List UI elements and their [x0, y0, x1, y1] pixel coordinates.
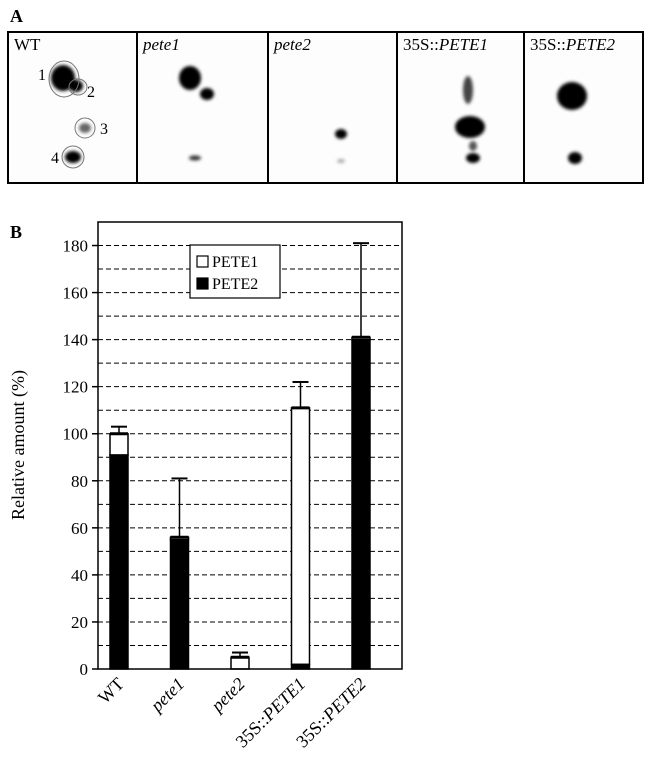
- x-tick-label: pete1: [145, 674, 188, 717]
- bar-segment: [290, 407, 311, 666]
- y-axis-label: Relative amount (%): [8, 370, 29, 520]
- y-tick-label: 80: [71, 472, 88, 491]
- error-bar: [352, 242, 370, 339]
- y-tick-label: 180: [63, 237, 89, 256]
- lane-label: pete2: [273, 35, 311, 54]
- x-tick-label: WT: [94, 674, 128, 708]
- panel-label: B: [10, 222, 22, 242]
- y-tick-label: 160: [63, 284, 89, 303]
- error-bar: [110, 425, 128, 436]
- x-tick-label: pete2: [206, 674, 249, 717]
- bar-segment: [169, 538, 190, 670]
- error-bar: [291, 380, 310, 410]
- spot-label: 1: [38, 67, 46, 84]
- bar-segment: [230, 656, 250, 670]
- spot-label: 4: [51, 150, 59, 167]
- y-tick-label: 140: [63, 331, 89, 350]
- blot-spots: [48, 60, 587, 169]
- lane-label: WT: [14, 35, 41, 54]
- legend-swatch: [196, 255, 209, 268]
- y-tick-label: 120: [63, 378, 89, 397]
- legend-swatch: [196, 277, 209, 290]
- y-tick-label: 0: [80, 660, 89, 679]
- panel-label: A: [10, 6, 23, 26]
- y-tick-label: 40: [71, 566, 88, 585]
- lane-label: 35S::PETE1: [403, 35, 488, 54]
- spot-label: 2: [87, 84, 95, 101]
- lane-label: 35S::PETE2: [530, 35, 616, 54]
- bar-segment: [109, 432, 129, 456]
- blot-frame: [7, 31, 644, 184]
- error-bar: [170, 477, 189, 539]
- lane-label: pete1: [142, 35, 180, 54]
- lane-dividers: [136, 32, 525, 183]
- y-tick-label: 20: [71, 613, 88, 632]
- plot-frame: [97, 221, 403, 670]
- y-tick-label: 100: [63, 425, 89, 444]
- spot-label: 3: [100, 121, 108, 138]
- legend: PETE1 PETE2: [189, 244, 281, 299]
- y-tick-label: 60: [71, 519, 88, 538]
- bar-segment: [109, 454, 129, 670]
- legend-label: PETE1: [212, 254, 258, 271]
- error-bar: [231, 651, 249, 659]
- bar-segment: [351, 338, 371, 670]
- legend-label: PETE2: [212, 276, 258, 293]
